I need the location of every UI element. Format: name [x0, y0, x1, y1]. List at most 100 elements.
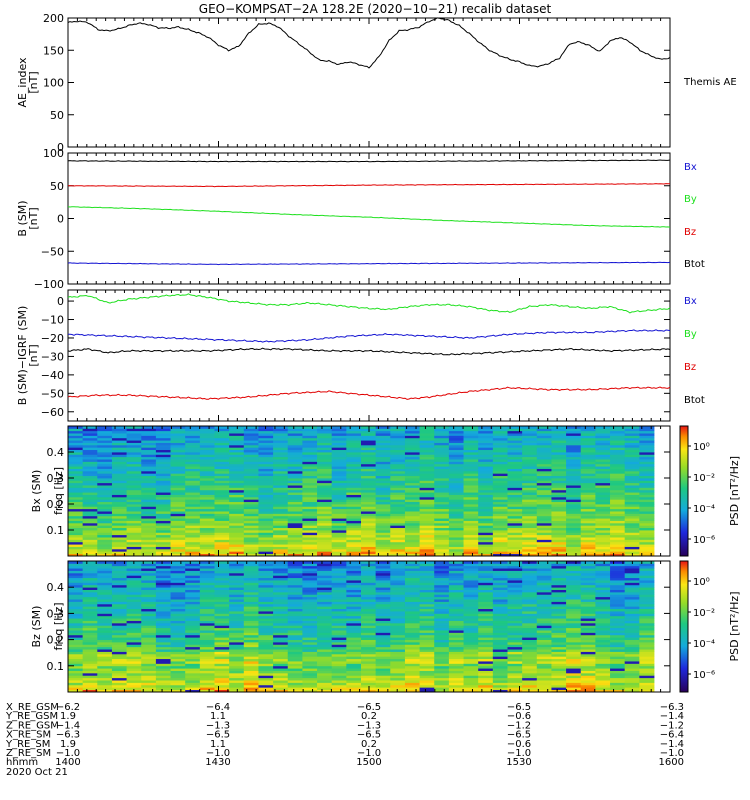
- spectrogram-cell: [419, 668, 435, 671]
- spectrogram-cell: [419, 625, 435, 629]
- spectrogram-cell: [434, 494, 450, 498]
- spectrogram-cell: [448, 687, 464, 691]
- spectrogram-cell: [346, 656, 362, 660]
- spectrogram-cell: [331, 684, 347, 688]
- spectrogram-cell: [317, 622, 333, 626]
- spectrogram-cell: [317, 459, 333, 462]
- spectrogram-cell: [463, 489, 479, 493]
- spectrogram-cell: [522, 470, 538, 474]
- spectrogram-cell: [375, 459, 391, 462]
- series-line-bx: [67, 261, 671, 266]
- spectrogram-cell: [199, 428, 215, 432]
- spectrogram-cell: [639, 447, 655, 451]
- spectrogram-cell: [82, 525, 98, 529]
- spectrogram-cell: [624, 658, 640, 662]
- spectrogram-cell: [463, 591, 479, 595]
- spectrogram-cell: [82, 447, 98, 451]
- spectrogram-cell: [97, 522, 113, 526]
- legend-entry: Btot: [684, 259, 705, 270]
- spectrogram-cell: [155, 522, 171, 526]
- spectrogram-cell: [375, 587, 391, 590]
- spectrogram-cell: [624, 541, 640, 545]
- spectrogram-cell: [302, 501, 318, 505]
- spectrogram-cell: [536, 459, 552, 462]
- spectrogram-cell: [492, 470, 508, 474]
- spectrogram-cell: [419, 442, 435, 446]
- spectrogram-cell: [419, 670, 435, 674]
- spectrogram-cell: [97, 682, 113, 686]
- spectrogram-cell: [624, 459, 640, 462]
- spectrogram-cell: [302, 563, 318, 567]
- spectrogram-cell: [199, 468, 215, 472]
- spectrogram-cell: [273, 632, 289, 636]
- spectrogram-cell: [492, 684, 508, 688]
- spectrogram-cell: [82, 456, 98, 460]
- spectrogram-cell: [229, 630, 245, 633]
- spectrogram-cell: [566, 433, 582, 436]
- spectrogram-cell: [170, 591, 186, 595]
- spectrogram-cell: [111, 478, 127, 481]
- spectrogram-cell: [97, 677, 113, 681]
- spectrogram-cell: [419, 675, 435, 679]
- spectrogram-cell: [214, 627, 230, 631]
- spectrogram-cell: [155, 637, 171, 640]
- spectrogram-cell: [229, 539, 245, 543]
- spectrogram-cell: [463, 680, 479, 683]
- spectrogram-cell: [97, 492, 113, 495]
- y-tick-label: −40: [41, 369, 64, 382]
- spectrogram-cell: [97, 632, 113, 636]
- spectrogram-cell: [68, 487, 84, 491]
- spectrogram-cell: [317, 449, 333, 453]
- spectrogram-cell: [346, 570, 362, 574]
- spectrogram-cell: [331, 601, 347, 605]
- spectrogram-cell: [624, 575, 640, 579]
- spectrogram-cell: [522, 689, 538, 693]
- spectrogram-cell: [155, 603, 171, 607]
- spectrogram-cell: [507, 649, 523, 652]
- spectrogram-cell: [170, 663, 186, 667]
- spectrogram-cell: [404, 532, 420, 536]
- spectrogram-cell: [111, 575, 127, 579]
- spectrogram-cell: [68, 591, 84, 595]
- spectrogram-cell: [361, 577, 377, 581]
- spectrogram-cell: [551, 551, 567, 555]
- spectrogram-cell: [82, 435, 98, 439]
- spectrogram-cell: [111, 511, 127, 514]
- spectrogram-cell: [155, 508, 171, 512]
- spectrogram-cell: [317, 658, 333, 662]
- spectrogram-cell: [258, 508, 274, 512]
- spectrogram-cell: [507, 478, 523, 481]
- spectrogram-cell: [258, 444, 274, 448]
- spectrogram-cell: [404, 459, 420, 462]
- spectrogram-cell: [68, 684, 84, 688]
- spectrogram-cell: [302, 433, 318, 436]
- spectrogram-cell: [214, 456, 230, 460]
- spectrogram-cell: [478, 553, 494, 557]
- spectrogram-cell: [522, 577, 538, 581]
- spectrogram-cell: [287, 447, 303, 451]
- spectrogram-cell: [273, 675, 289, 679]
- spectrogram-cell: [258, 608, 274, 612]
- spectrogram-cell: [478, 625, 494, 629]
- spectrogram-cell: [361, 447, 377, 451]
- spectrogram-cell: [463, 534, 479, 538]
- spectrogram-cell: [566, 437, 582, 441]
- spectrogram-cell: [390, 606, 406, 610]
- spectrogram-cell: [155, 539, 171, 543]
- spectrogram-cell: [551, 522, 567, 526]
- spectrogram-cell: [331, 553, 347, 557]
- spectrogram-cell: [214, 608, 230, 612]
- spectrogram-cell: [346, 525, 362, 529]
- spectrogram-cell: [448, 646, 464, 650]
- spectrogram-cell: [580, 632, 596, 636]
- spectrogram-cell: [375, 596, 391, 600]
- spectrogram-cell: [390, 561, 406, 564]
- spectrogram-cell: [141, 437, 157, 441]
- spectrogram-cell: [346, 492, 362, 495]
- spectrogram-cell: [522, 508, 538, 512]
- spectrogram-cell: [595, 627, 611, 631]
- spectrogram-cell: [317, 470, 333, 474]
- spectrogram-cell: [492, 433, 508, 436]
- spectrogram-cell: [346, 546, 362, 550]
- spectrogram-cell: [141, 522, 157, 526]
